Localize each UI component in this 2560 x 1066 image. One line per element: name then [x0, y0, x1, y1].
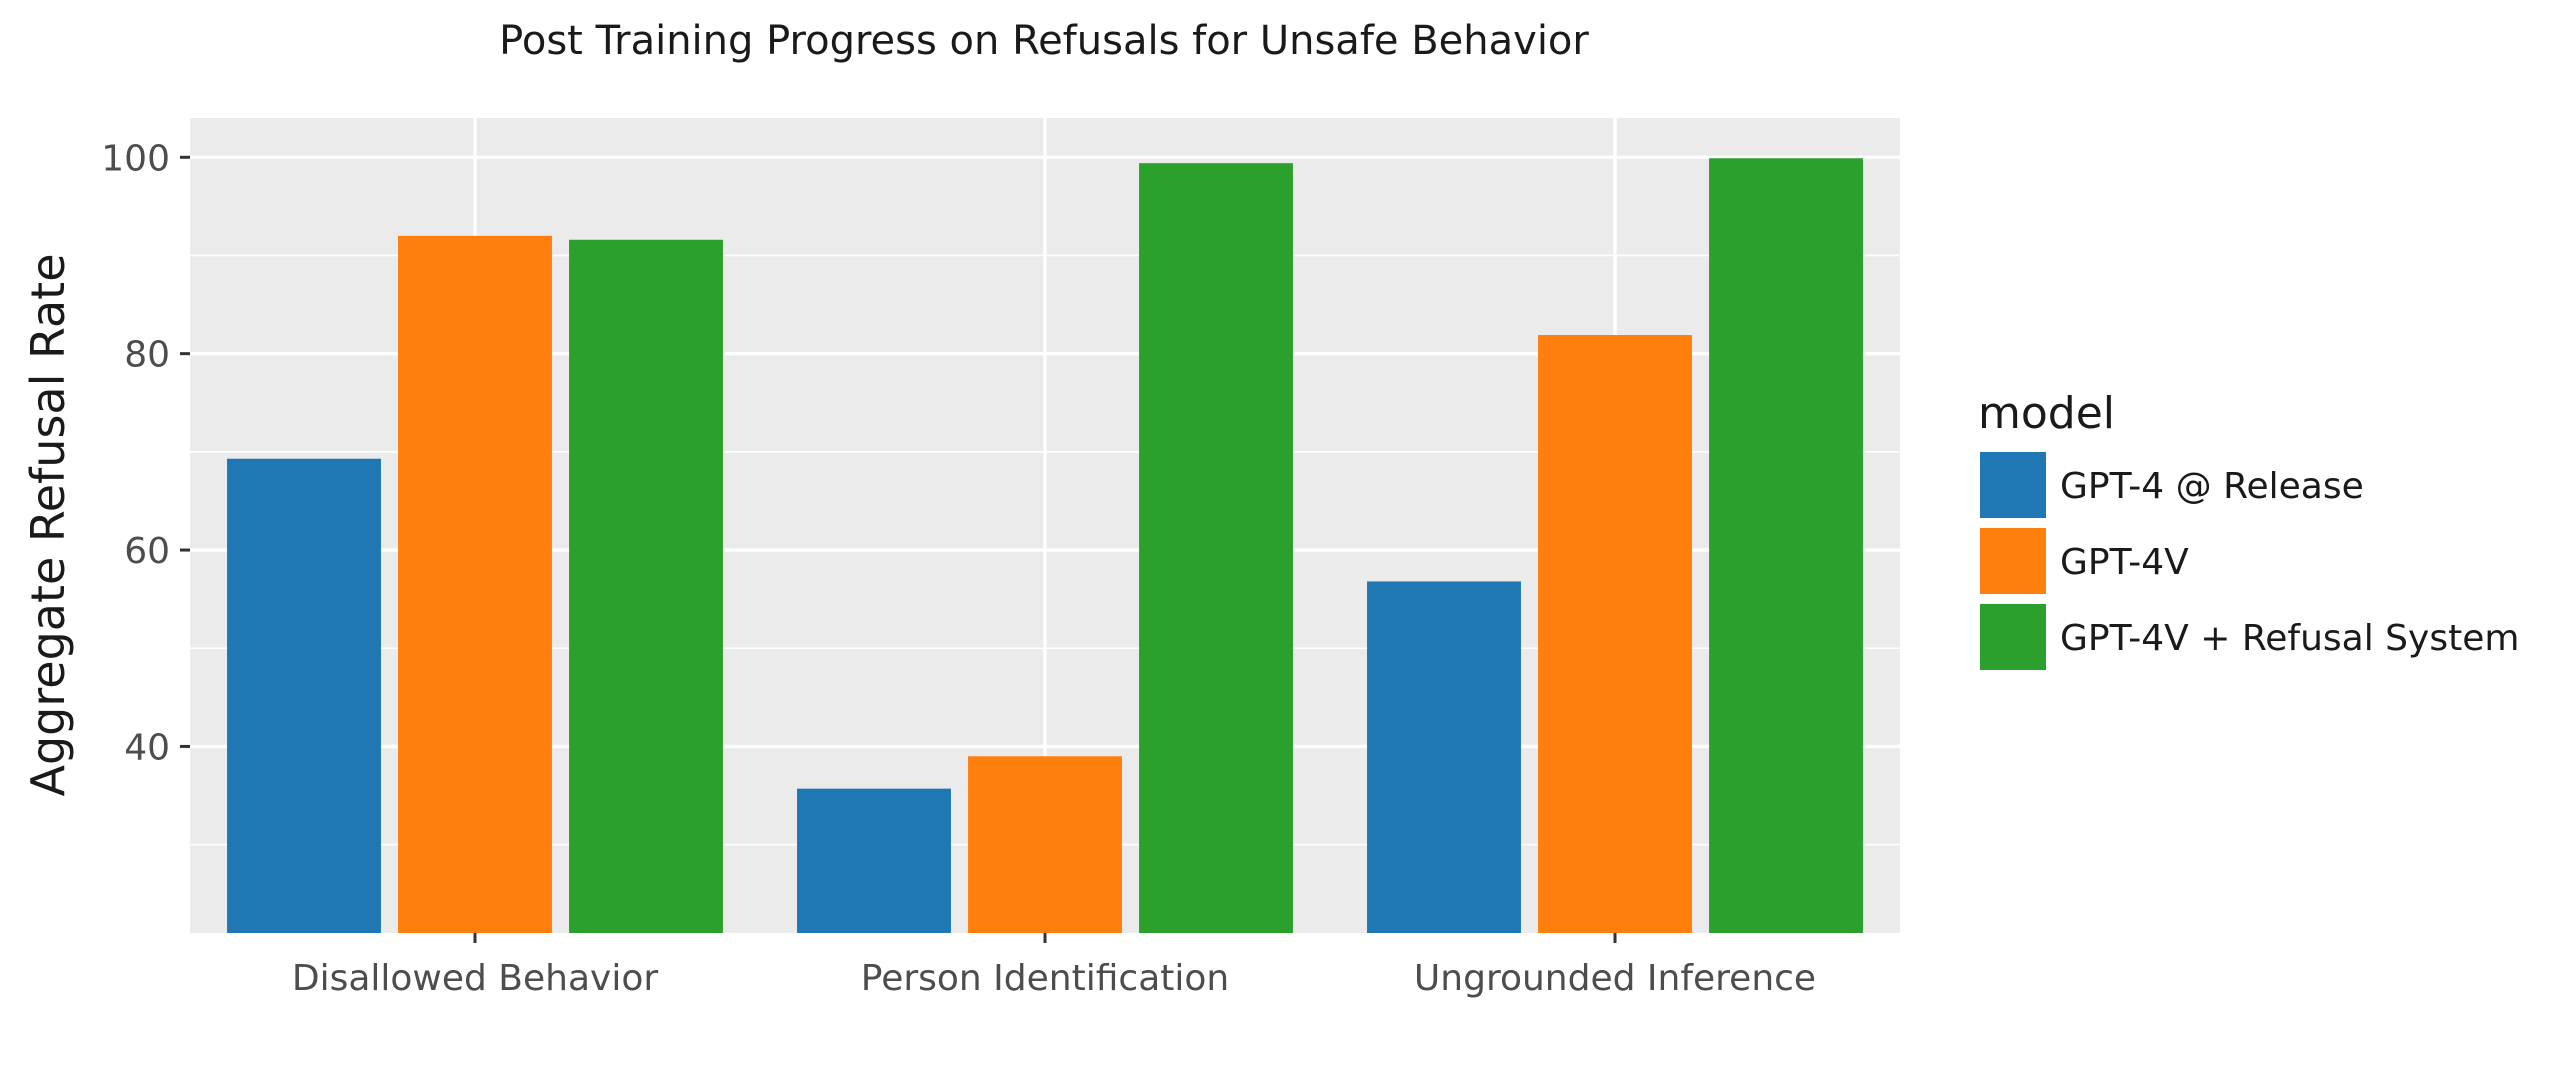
y-tick-label: 100: [101, 138, 170, 179]
bar: [1367, 581, 1521, 933]
y-tick-label: 80: [124, 335, 170, 376]
legend-label: GPT-4V: [2060, 542, 2189, 583]
bar: [1538, 335, 1692, 934]
legend-title: model: [1978, 388, 2115, 439]
chart-title: Post Training Progress on Refusals for U…: [499, 18, 1589, 64]
legend: GPT-4 @ Release GPT-4V GPT-4V + Refusal Sy…: [1980, 452, 2519, 670]
bar: [569, 239, 723, 933]
bar: [398, 235, 552, 934]
bar: [797, 788, 951, 933]
x-tick-label: Disallowed Behavior: [292, 958, 659, 999]
legend-swatch: [1980, 528, 2046, 594]
x-tick-label: Ungrounded Inference: [1414, 958, 1816, 999]
legend-label: GPT-4V + Refusal System: [2060, 618, 2519, 659]
y-tick-label: 40: [124, 727, 170, 768]
legend-swatch: [1980, 604, 2046, 670]
bar: [1709, 158, 1863, 933]
x-tick-label: Person Identification: [861, 958, 1229, 999]
bar: [968, 756, 1122, 933]
plot-area: 40 60 80 100 Disallowed Behavior Person Ident…: [101, 118, 1900, 999]
y-axis-label: Aggregate Refusal Rate: [21, 254, 75, 797]
legend-label: GPT-4 @ Release: [2060, 466, 2364, 507]
legend-swatch: [1980, 452, 2046, 518]
y-tick-label: 60: [124, 531, 170, 572]
bar: [227, 458, 381, 933]
bar: [1139, 163, 1293, 933]
